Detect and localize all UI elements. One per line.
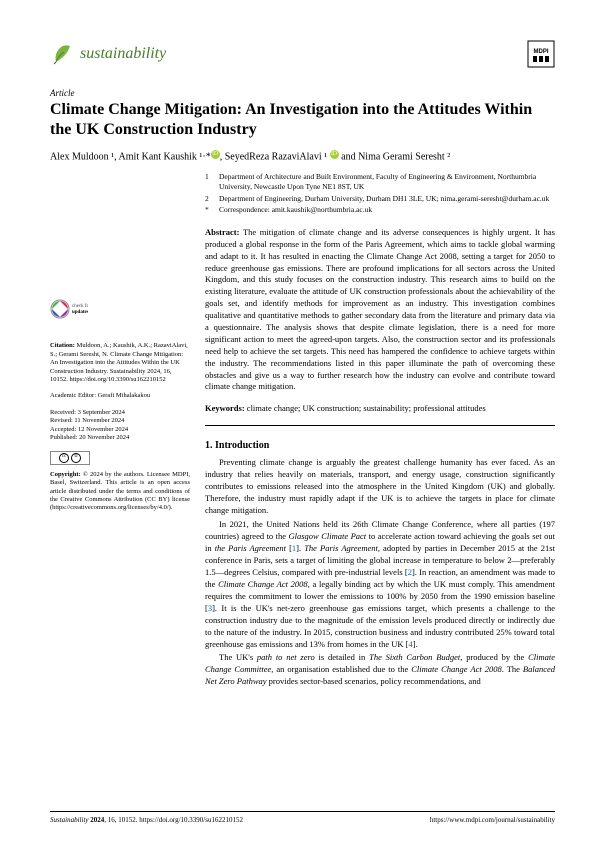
body-italic: Glasgow Climate Pact xyxy=(289,531,367,541)
footer-left: Sustainability 2024, 16, 10152. https://… xyxy=(50,816,243,824)
body-italic: The Sixth Carbon Budget xyxy=(369,652,460,662)
check-updates-badge[interactable]: check for updates xyxy=(50,297,190,332)
aff-text: Department of Architecture and Built Env… xyxy=(219,172,555,192)
abstract-text: The mitigation of climate change and its… xyxy=(205,227,555,392)
copyright-block: Copyright: © 2024 by the authors. Licens… xyxy=(50,471,190,513)
svg-text:check for: check for xyxy=(72,304,88,309)
svg-text:MDPI: MDPI xyxy=(534,49,549,55)
keywords: Keywords: climate change; UK constructio… xyxy=(205,403,555,415)
main-content: Abstract: The mitigation of climate chan… xyxy=(205,227,555,689)
orcid-icon: iD xyxy=(330,150,339,159)
aff-num: * xyxy=(205,205,213,215)
body-span: is detailed in xyxy=(315,652,369,662)
journal-logo: sustainability xyxy=(50,42,166,66)
svg-text:updates: updates xyxy=(72,310,88,315)
body-italic: path to net zero xyxy=(257,652,315,662)
abstract-label: Abstract: xyxy=(205,227,239,237)
affiliations: 1 Department of Architecture and Built En… xyxy=(205,172,555,215)
body-span: The UK's xyxy=(219,652,257,662)
mdpi-logo: MDPI xyxy=(527,40,555,68)
footer-doi: , 16, 10152. https://doi.org/10.3390/su1… xyxy=(104,816,243,824)
divider xyxy=(205,425,555,426)
body-span: . The xyxy=(502,664,523,674)
citation-label: Citation: xyxy=(50,342,75,349)
copyright-label: Copyright: xyxy=(50,471,81,478)
footer-right: https://www.mdpi.com/journal/sustainabil… xyxy=(430,816,555,824)
page-header: sustainability MDPI xyxy=(50,40,555,68)
body-italic: The Paris Agreement xyxy=(304,543,378,553)
published-date: Published: 20 November 2024 xyxy=(50,434,190,442)
keywords-text: climate change; UK construction; sustain… xyxy=(247,403,486,413)
body-span: ]. xyxy=(296,543,304,553)
author-list: Alex Muldoon ¹, Amit Kant Kaushik ¹·*iD,… xyxy=(50,150,555,162)
footer-journal: Sustainability xyxy=(50,816,90,824)
body-span: ]. It is the UK's net-zero greenhouse ga… xyxy=(205,603,555,649)
aff-num: 2 xyxy=(205,194,213,204)
sidebar: check for updates Citation: Muldoon, A.;… xyxy=(50,227,190,689)
keywords-label: Keywords: xyxy=(205,403,245,413)
article-type: Article xyxy=(50,88,555,98)
cc-license-badge: cc① xyxy=(50,451,190,465)
citation-block: Citation: Muldoon, A.; Kaushik, A.K.; Ra… xyxy=(50,342,190,384)
aff-text: Department of Engineering, Durham Univer… xyxy=(219,194,549,204)
article-title: Climate Change Mitigation: An Investigat… xyxy=(50,100,555,140)
body-span: , an organisation established due to the xyxy=(271,664,411,674)
section-heading: 1. Introduction xyxy=(205,440,555,451)
aff-text: Correspondence: amit.kaushik@northumbria… xyxy=(219,205,372,215)
editor-name: Gerafi Mihalakakou xyxy=(98,392,151,399)
leaf-icon xyxy=(50,42,74,66)
dates-block: Received: 3 September 2024 Revised: 11 N… xyxy=(50,409,190,443)
abstract: Abstract: The mitigation of climate chan… xyxy=(205,227,555,393)
body-italic: the Paris Agreement xyxy=(215,543,286,553)
aff-num: 1 xyxy=(205,172,213,192)
editor-block: Academic Editor: Gerafi Mihalakakou xyxy=(50,392,190,400)
body-paragraph: The UK's path to net zero is detailed in… xyxy=(205,651,555,687)
page-footer: Sustainability 2024, 16, 10152. https://… xyxy=(50,811,555,824)
author-text-1: Alex Muldoon ¹, Amit Kant Kaushik ¹·* xyxy=(50,151,211,162)
received-date: Received: 3 September 2024 xyxy=(50,409,190,417)
journal-name: sustainability xyxy=(80,45,166,63)
body-span: ]. xyxy=(413,639,418,649)
body-span: , produced by the xyxy=(460,652,528,662)
author-text-2: , SeyedReza RazaviAlavi ¹ xyxy=(220,151,327,162)
body-italic: Climate Change Act 2008 xyxy=(218,579,308,589)
orcid-icon: iD xyxy=(211,150,220,159)
accepted-date: Accepted: 12 November 2024 xyxy=(50,426,190,434)
author-text-3: and Nima Gerami Seresht ² xyxy=(339,151,451,162)
cc-icon: cc① xyxy=(50,451,90,465)
editor-label: Academic Editor: xyxy=(50,392,96,399)
body-paragraph: Preventing climate change is arguably th… xyxy=(205,456,555,516)
revised-date: Revised: 11 November 2024 xyxy=(50,417,190,425)
body-paragraph: In 2021, the United Nations held its 26t… xyxy=(205,518,555,651)
footer-year: 2024 xyxy=(90,816,104,824)
body-span: provides sector-based scenarios, policy … xyxy=(267,676,481,686)
check-updates-icon: check for updates xyxy=(50,297,88,329)
body-italic: Climate Change Act 2008 xyxy=(411,664,502,674)
